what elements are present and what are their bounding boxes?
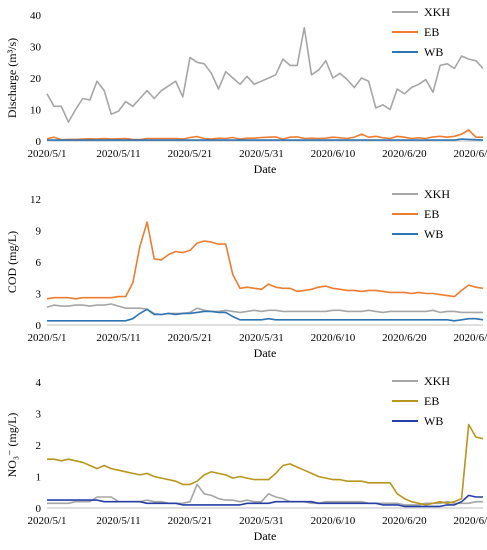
x-tick-label: 2020/5/21 [168,515,213,527]
y-tick-label: 4 [36,377,42,389]
series-line-eb [46,221,484,300]
legend-label: WB [424,227,443,241]
x-tick-label: 2020/6/30 [454,515,487,527]
x-tick-label: 2020/6/10 [311,148,356,160]
legend-label: XKH [424,374,450,388]
y-tick-label: 30 [30,42,42,54]
y-tick-label: 9 [36,226,42,238]
y-tick-label: 0 [36,136,42,148]
series-line-eb [47,423,484,506]
legend-label: EB [424,207,439,221]
legend-label: EB [424,25,439,39]
x-axis-title: Date [254,162,277,176]
legend-label: WB [424,414,443,428]
x-tick-label: 2020/5/11 [96,332,140,344]
y-tick-label: 6 [36,257,42,269]
x-tick-label: 2020/5/1 [27,332,66,344]
y-tick-label: 40 [30,10,42,22]
y-tick-label: 0 [36,503,42,515]
x-axis-title: Date [254,529,277,543]
y-tick-label: 10 [30,105,42,117]
x-tick-label: 2020/6/10 [311,515,356,527]
x-tick-label: 2020/6/20 [382,332,427,344]
x-tick-label: 2020/5/21 [168,148,213,160]
x-tick-label: 2020/5/31 [239,515,284,527]
y-axis-title: NO₃⁻ (mg/L) [5,413,19,478]
legend-label: XKH [424,187,450,201]
series-line-wb [47,494,483,508]
y-tick-label: 20 [30,73,42,85]
series-line-xkh [46,303,483,316]
x-tick-label: 2020/6/20 [382,148,427,160]
x-tick-label: 2020/5/31 [239,332,284,344]
x-tick-label: 2020/6/30 [454,148,487,160]
legend-label: XKH [424,5,450,19]
x-tick-label: 2020/5/11 [96,515,140,527]
x-tick-label: 2020/5/21 [168,332,213,344]
x-tick-label: 2020/6/10 [311,332,356,344]
y-tick-label: 0 [36,320,42,332]
y-axis-title: Discharge (m³/s) [5,38,19,118]
series-line-xkh [46,26,484,123]
x-tick-label: 2020/5/31 [239,148,284,160]
y-tick-label: 2 [36,440,42,452]
series-line-eb [46,129,483,141]
series-line-wb [47,308,484,322]
series-line-wb [47,138,484,141]
legend-label: EB [424,394,439,408]
y-tick-label: 3 [36,409,42,421]
legend-label: WB [424,45,443,59]
y-tick-label: 12 [30,194,41,206]
x-axis-title: Date [254,346,277,360]
x-tick-label: 2020/5/11 [96,148,140,160]
y-axis-title: COD (mg/L) [5,231,19,293]
x-tick-label: 2020/5/1 [27,148,66,160]
x-tick-label: 2020/6/30 [454,332,487,344]
y-tick-label: 1 [36,472,42,484]
x-tick-label: 2020/5/1 [27,515,66,527]
x-tick-label: 2020/6/20 [382,515,427,527]
y-tick-label: 3 [36,289,42,301]
